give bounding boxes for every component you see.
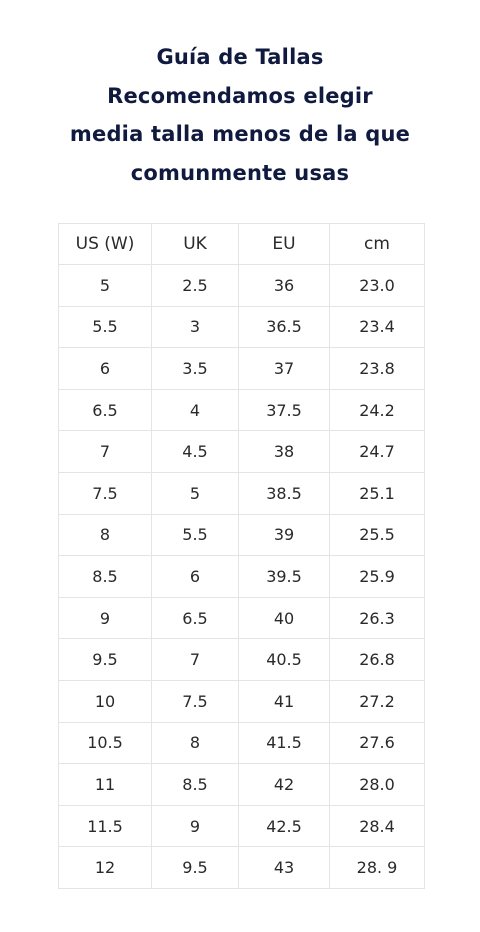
table-row: 6 3.5 37 23.8 [58, 347, 425, 390]
cell-uk: 9.5 [151, 846, 239, 889]
cell-cm: 23.4 [329, 305, 425, 349]
table-row: 7.5 5 38.5 25.1 [58, 471, 425, 515]
cell-uk: 5.5 [151, 513, 239, 557]
cell-us-women: 8 [58, 513, 152, 557]
size-guide-title: Guía de Tallas Recomendamos elegir media… [0, 38, 480, 192]
cell-cm: 24.7 [329, 430, 425, 473]
cell-uk: 4 [151, 388, 239, 432]
header-us-women: US (W) [58, 223, 152, 265]
table-row: 10 7.5 41 27.2 [58, 679, 425, 723]
cell-us-women: 10 [58, 679, 152, 723]
cell-uk: 8 [151, 721, 239, 765]
cell-us-women: 9 [58, 596, 152, 640]
size-chart-table: US (W) UK EU cm 5 2.5 36 23.0 5.5 3 36.5 23.4 6 3… [58, 223, 425, 889]
title-line-1: Guía de Tallas [156, 45, 324, 69]
header-cm: cm [329, 223, 425, 265]
cell-cm: 28.4 [329, 804, 425, 848]
cell-eu: 39 [238, 513, 330, 557]
table-header-row: US (W) UK EU cm [58, 223, 425, 265]
cell-us-women: 5.5 [58, 305, 152, 349]
cell-uk: 9 [151, 804, 239, 848]
table-row: 8 5.5 39 25.5 [58, 513, 425, 557]
table-row: 10.5 8 41.5 27.6 [58, 721, 425, 765]
cell-cm: 25.1 [329, 471, 425, 515]
cell-uk: 6.5 [151, 596, 239, 640]
cell-cm: 27.6 [329, 721, 425, 765]
cell-eu: 38 [238, 430, 330, 473]
title-line-3: media talla menos de la que [69, 122, 411, 146]
cell-cm: 28. 9 [329, 846, 425, 889]
cell-uk: 8.5 [151, 763, 239, 806]
cell-cm: 25.9 [329, 555, 425, 598]
header-uk: UK [151, 223, 239, 265]
table-row: 6.5 4 37.5 24.2 [58, 388, 425, 432]
cell-us-women: 12 [58, 846, 152, 889]
cell-cm: 24.2 [329, 388, 425, 432]
cell-us-women: 6.5 [58, 388, 152, 432]
cell-cm: 23.8 [329, 347, 425, 390]
table-row: 12 9.5 43 28. 9 [58, 846, 425, 889]
cell-uk: 7.5 [151, 679, 239, 723]
cell-uk: 2.5 [151, 264, 239, 307]
cell-cm: 26.8 [329, 638, 425, 681]
cell-uk: 7 [151, 638, 239, 681]
table-row: 9 6.5 40 26.3 [58, 596, 425, 640]
cell-cm: 26.3 [329, 596, 425, 640]
title-line-4: comunmente usas [130, 160, 350, 185]
cell-eu: 36.5 [238, 305, 330, 349]
cell-eu: 43 [238, 846, 330, 889]
cell-eu: 41.5 [238, 721, 330, 765]
cell-eu: 41 [238, 679, 330, 723]
cell-eu: 40 [238, 596, 330, 640]
cell-uk: 5 [151, 471, 239, 515]
table-row: 5 2.5 36 23.0 [58, 264, 425, 307]
cell-eu: 36 [238, 264, 330, 307]
cell-uk: 3 [151, 305, 239, 349]
cell-eu: 38.5 [238, 471, 330, 515]
cell-us-women: 9.5 [58, 638, 152, 681]
title-line-2: Recomendamos elegir [107, 83, 373, 108]
cell-us-women: 6 [58, 347, 152, 390]
cell-us-women: 10.5 [58, 721, 152, 765]
cell-us-women: 11 [58, 763, 152, 806]
cell-eu: 42 [238, 763, 330, 806]
cell-cm: 28.0 [329, 763, 425, 806]
table-row: 7 4.5 38 24.7 [58, 430, 425, 473]
cell-uk: 4.5 [151, 430, 239, 473]
cell-us-women: 7 [58, 430, 152, 473]
cell-eu: 37.5 [238, 388, 330, 432]
table-row: 8.5 6 39.5 25.9 [58, 555, 425, 598]
cell-uk: 6 [151, 555, 239, 598]
cell-cm: 23.0 [329, 264, 425, 307]
table-row: 11 8.5 42 28.0 [58, 763, 425, 806]
cell-us-women: 11.5 [58, 804, 152, 848]
table-body: 5 2.5 36 23.0 5.5 3 36.5 23.4 6 3.5 37 23.8 6.5 4 37.5… [58, 264, 425, 889]
cell-uk: 3.5 [151, 347, 239, 390]
cell-us-women: 7.5 [58, 471, 152, 515]
cell-eu: 40.5 [238, 638, 330, 681]
header-eu: EU [238, 223, 330, 265]
cell-eu: 42.5 [238, 804, 330, 848]
cell-us-women: 5 [58, 264, 152, 307]
cell-us-women: 8.5 [58, 555, 152, 598]
cell-cm: 25.5 [329, 513, 425, 557]
table-row: 11.5 9 42.5 28.4 [58, 804, 425, 848]
table-row: 5.5 3 36.5 23.4 [58, 305, 425, 349]
table-row: 9.5 7 40.5 26.8 [58, 638, 425, 681]
cell-cm: 27.2 [329, 679, 425, 723]
cell-eu: 39.5 [238, 555, 330, 598]
cell-eu: 37 [238, 347, 330, 390]
